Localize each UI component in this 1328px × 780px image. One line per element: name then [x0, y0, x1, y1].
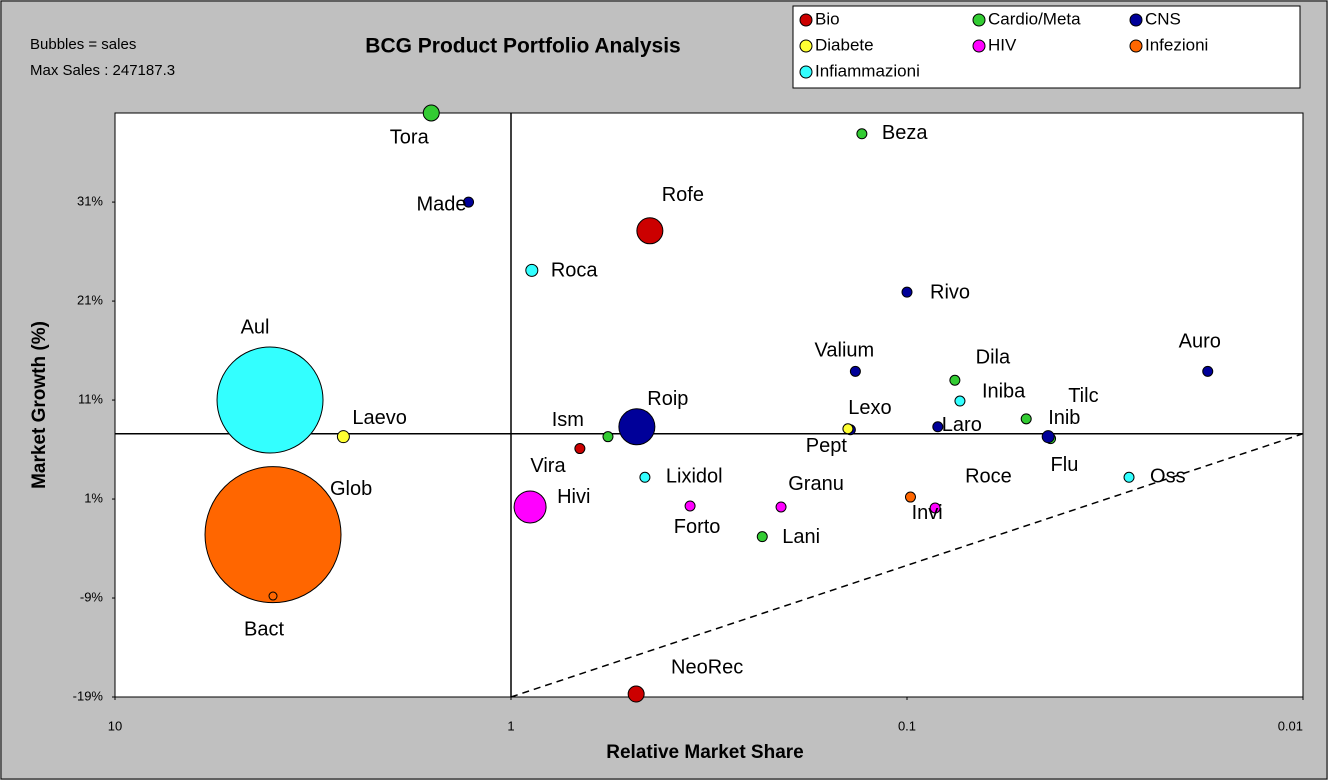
legend-label: Cardio/Meta	[988, 9, 1081, 28]
bubble-label: Flu	[1051, 454, 1079, 476]
legend-marker	[799, 13, 813, 27]
bubble	[932, 421, 944, 433]
y-tick-label: 1%	[84, 490, 103, 505]
y-tick-label: -19%	[73, 688, 104, 703]
bubble-label: Hivi	[557, 486, 590, 508]
bubble	[639, 471, 651, 483]
note: Bubbles = sales	[30, 36, 136, 53]
bubble	[684, 500, 696, 512]
bubble	[525, 263, 539, 277]
legend-label: Infiammazioni	[815, 61, 920, 80]
bubble-label: Forto	[674, 516, 721, 538]
legend-label: CNS	[1145, 9, 1181, 28]
bubble-label: Lixidol	[666, 466, 723, 488]
bubble	[204, 466, 342, 604]
bubble	[849, 365, 861, 377]
legend-marker	[972, 13, 986, 27]
legend-marker	[1129, 13, 1143, 27]
bubble-label: Made	[417, 193, 467, 215]
bubble	[268, 591, 278, 601]
bubble-label: Laevo	[352, 407, 407, 429]
y-tick-label: 11%	[78, 391, 103, 406]
y-tick-label: 31%	[77, 194, 103, 209]
bubble-label: Tora	[390, 126, 430, 148]
bubble	[422, 104, 440, 122]
legend-marker	[1129, 39, 1143, 53]
bubble-label: Lexo	[848, 397, 891, 419]
legend-label: Bio	[815, 9, 840, 28]
legend-marker	[799, 65, 813, 79]
bubble-label: Oss	[1150, 466, 1186, 488]
bubble-label: Bact	[244, 618, 284, 640]
bubble-label: Dila	[976, 347, 1011, 369]
bubble-label: NeoRec	[671, 656, 743, 678]
bubble-label: Roip	[647, 388, 688, 410]
x-tick-label: 1	[507, 718, 514, 733]
legend-marker	[799, 39, 813, 53]
bubble	[842, 423, 854, 435]
legend-label: Infezioni	[1145, 35, 1208, 54]
bubble-label: Invi	[912, 502, 943, 524]
bubble	[929, 502, 941, 514]
bubble	[627, 685, 645, 703]
bubble-label: Lani	[782, 526, 820, 548]
legend-label: HIV	[988, 35, 1017, 54]
bubble	[1202, 365, 1214, 377]
bubble	[463, 196, 475, 208]
legend-marker	[972, 39, 986, 53]
bubble-label: Inib	[1048, 407, 1080, 429]
bubble	[856, 128, 868, 140]
x-tick-label: 0.01	[1278, 718, 1303, 733]
bubble-label: Beza	[882, 122, 928, 144]
bubble	[1020, 413, 1032, 425]
bubble	[513, 490, 547, 524]
bubble	[618, 408, 656, 446]
bubble-label: Aul	[241, 316, 270, 338]
bubble-label: Roca	[551, 260, 599, 282]
bubble	[904, 491, 916, 503]
bubble-label: Rofe	[662, 184, 704, 206]
legend-label: Diabete	[815, 35, 874, 54]
bubble	[949, 374, 961, 386]
bubble	[1041, 430, 1055, 444]
bubble	[775, 501, 787, 513]
bubble	[1123, 471, 1135, 483]
bubble-label: Tilc	[1068, 385, 1098, 407]
bubble-label: Granu	[788, 473, 844, 495]
bubble	[574, 443, 586, 455]
bubble	[954, 395, 966, 407]
y-tick-label: -9%	[80, 589, 104, 604]
y-tick-label: 21%	[77, 293, 103, 308]
bubble-label: Ism	[552, 409, 584, 431]
bubble-label: Roce	[965, 465, 1012, 487]
bubble	[901, 286, 913, 298]
x-tick-label: 0.1	[898, 718, 916, 733]
bubble-label: Iniba	[982, 380, 1026, 402]
bubble	[216, 346, 324, 454]
bubble-label: Rivo	[930, 281, 970, 303]
bubble	[336, 430, 350, 444]
bubble	[636, 217, 664, 245]
bubble	[602, 431, 614, 443]
bubble-label: Laro	[942, 414, 982, 436]
bubble-label: Pept	[806, 435, 848, 457]
bubble-label: Glob	[330, 478, 372, 500]
x-axis-label: Relative Market Share	[606, 742, 804, 763]
note: Max Sales : 247187.3	[30, 62, 175, 79]
bubble-label: Valium	[815, 340, 875, 362]
y-axis-label: Market Growth (%)	[29, 321, 50, 489]
chart-title: BCG Product Portfolio Analysis	[365, 35, 680, 58]
legend-box	[792, 5, 1301, 89]
bubble-label: Auro	[1179, 331, 1221, 353]
bubble	[756, 531, 768, 543]
bubble-label: Vira	[530, 455, 566, 477]
x-tick-label: 10	[108, 718, 122, 733]
